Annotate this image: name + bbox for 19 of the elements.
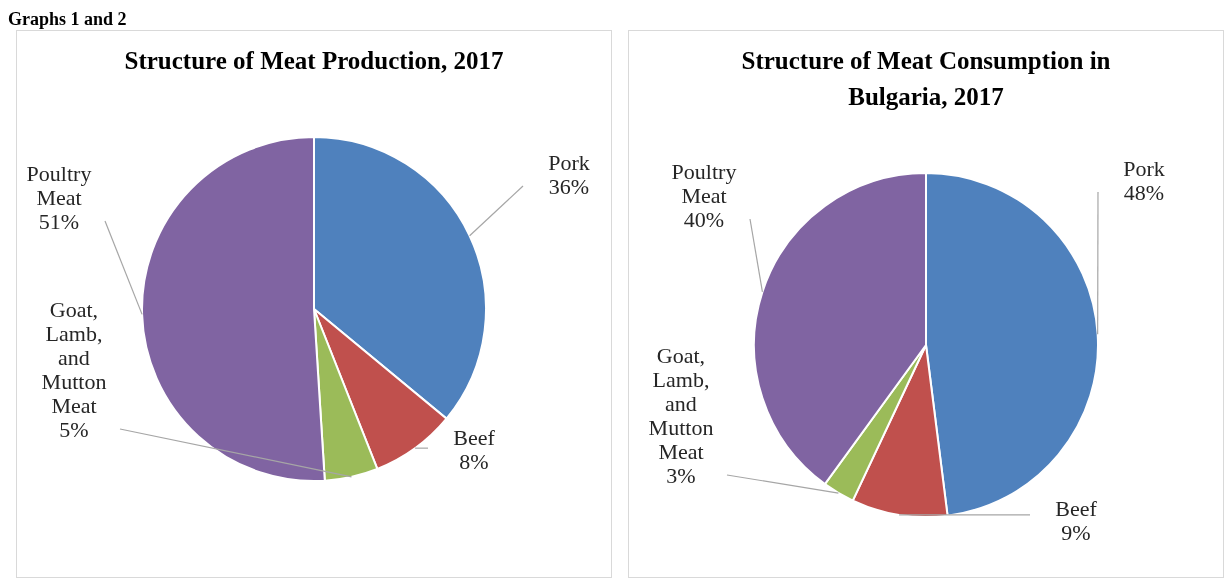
data-label: 9% [1061,519,1091,545]
data-label: 40% [683,206,725,232]
chart-title: Structure of Meat Production, 2017 [123,46,505,76]
data-label: 51% [38,208,80,234]
data-label: 3% [666,462,696,488]
slice-label: Poultry Meat [671,158,737,208]
slice-label: Beef [1055,495,1098,521]
data-label: 36% [548,173,590,199]
chart-title: Structure of Meat Consumption in Bulgaria, 2017 [740,46,1112,112]
data-label: 8% [459,448,489,474]
slice-label: Beef [453,424,496,450]
slice-label: Goat, Lamb, and Mutton Meat [41,296,107,418]
data-label: 48% [1123,179,1165,205]
text: Graphs 1 and 2 [8,8,128,30]
slice-label: Pork [548,149,590,175]
slice-label: Goat, Lamb, and Mutton Meat [648,342,714,464]
slice-label: Pork [1123,155,1165,181]
data-label: 5% [59,416,89,442]
slice-label: Poultry Meat [26,160,92,210]
